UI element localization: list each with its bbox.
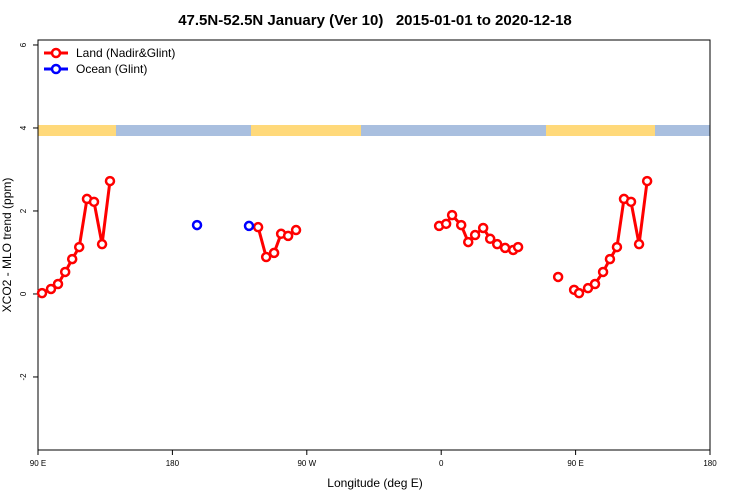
data-point xyxy=(611,241,623,253)
data-point xyxy=(455,219,467,231)
y-axis-label: XCO2 - MLO trend (ppm) xyxy=(0,178,14,313)
legend-label: Ocean (Glint) xyxy=(76,62,147,76)
x-tick-label: 90 W xyxy=(297,459,316,468)
land-mask-band xyxy=(38,125,710,136)
data-point xyxy=(440,218,452,230)
x-tick-label: 90 E xyxy=(30,459,46,468)
data-point xyxy=(641,175,653,187)
data-point xyxy=(260,251,272,263)
x-axis-label: Longitude (deg E) xyxy=(327,476,422,490)
data-point xyxy=(604,253,616,265)
data-point xyxy=(66,253,78,265)
data-point xyxy=(552,271,564,283)
data-point xyxy=(36,287,48,299)
data-point xyxy=(290,224,302,236)
land-band xyxy=(546,125,655,136)
data-point xyxy=(96,238,108,250)
y-tick-label: 2 xyxy=(19,208,28,213)
data-point xyxy=(52,278,64,290)
data-point xyxy=(59,266,71,278)
data-point xyxy=(633,238,645,250)
y-tick-label: 0 xyxy=(19,291,28,296)
data-point xyxy=(477,222,489,234)
x-tick-label: 0 xyxy=(439,459,444,468)
data-point xyxy=(282,230,294,242)
data-point xyxy=(625,196,637,208)
plot-frame xyxy=(37,39,711,451)
y-tick-label: 6 xyxy=(19,42,28,47)
data-point xyxy=(512,241,524,253)
data-point xyxy=(499,242,511,254)
ocean-band xyxy=(38,125,710,136)
data-point xyxy=(469,229,481,241)
data-point xyxy=(252,221,264,233)
chart-title: 47.5N-52.5N January (Ver 10) 2015-01-01 … xyxy=(178,12,572,29)
legend-marker xyxy=(50,63,62,75)
series-line xyxy=(41,180,649,295)
y-tick-label: 4 xyxy=(19,125,28,130)
data-point xyxy=(589,278,601,290)
data-point xyxy=(104,175,116,187)
land-band xyxy=(251,125,361,136)
legend-marker xyxy=(50,47,62,59)
x-tick-label: 180 xyxy=(166,459,180,468)
legend: Land (Nadir&Glint) Ocean (Glint) xyxy=(44,46,175,76)
data-point xyxy=(462,236,474,248)
data-point xyxy=(597,266,609,278)
data-point xyxy=(73,241,85,253)
land-band xyxy=(38,125,116,136)
data-point xyxy=(88,196,100,208)
x-tick-label: 90 E xyxy=(567,459,583,468)
data-point xyxy=(573,287,585,299)
x-tick-label: 180 xyxy=(703,459,717,468)
data-point xyxy=(446,209,458,221)
data-point xyxy=(45,283,57,295)
legend-label: Land (Nadir&Glint) xyxy=(76,46,175,60)
y-tick-label: -2 xyxy=(19,373,28,381)
data-point xyxy=(243,220,255,232)
data-point xyxy=(491,238,503,250)
data-point xyxy=(484,233,496,245)
data-point xyxy=(191,219,203,231)
data-point xyxy=(268,247,280,259)
